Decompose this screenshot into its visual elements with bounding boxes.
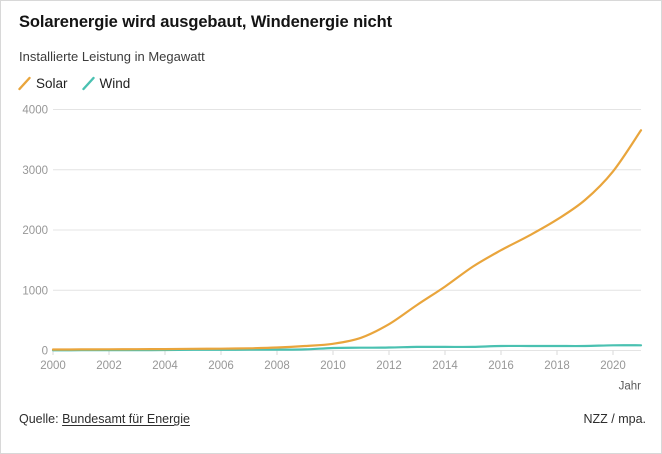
y-tick-label: 3000 bbox=[22, 165, 48, 177]
y-tick-label: 1000 bbox=[22, 285, 48, 297]
source-note: Quelle: Bundesamt für Energie bbox=[19, 412, 190, 426]
x-tick-label: 2020 bbox=[600, 360, 626, 372]
legend-item-solar: Solar bbox=[18, 76, 68, 91]
x-tick-label: 2010 bbox=[320, 360, 346, 372]
x-axis-label: Jahr bbox=[619, 381, 642, 393]
x-tick-label: 2004 bbox=[152, 360, 178, 372]
series-line-solar bbox=[51, 129, 643, 351]
line-chart: 0 1000 2000 3000 4000 2000 2002 2004 2006 2008 201… bbox=[22, 105, 643, 393]
chart-subtitle: Installierte Leistung in Megawatt bbox=[19, 49, 205, 64]
x-tick-label: 2002 bbox=[96, 360, 122, 372]
x-tick-label: 2006 bbox=[208, 360, 234, 372]
x-tick-label: 2000 bbox=[40, 360, 66, 372]
legend: Solar Wind bbox=[18, 76, 130, 91]
chart-title: Solarenergie wird ausgebaut, Windenergie… bbox=[19, 13, 392, 31]
x-tick-label: 2018 bbox=[544, 360, 570, 372]
x-tick-label: 2008 bbox=[264, 360, 290, 372]
legend-item-wind: Wind bbox=[81, 76, 131, 91]
x-tick-label: 2016 bbox=[488, 360, 514, 372]
solar-line-swatch-icon bbox=[18, 76, 31, 91]
y-tick-label: 2000 bbox=[22, 225, 48, 237]
legend-label-solar: Solar bbox=[36, 76, 68, 91]
source-link[interactable]: Bundesamt für Energie bbox=[62, 412, 190, 426]
y-tick-label: 4000 bbox=[22, 105, 48, 117]
y-tick-label: 0 bbox=[42, 346, 48, 358]
legend-label-wind: Wind bbox=[99, 76, 131, 91]
source-prefix: Quelle: bbox=[19, 412, 59, 426]
credit: NZZ / mpa. bbox=[583, 412, 646, 426]
x-tick-label: 2014 bbox=[432, 360, 458, 372]
wind-line-swatch-icon bbox=[81, 76, 95, 91]
x-tick-label: 2012 bbox=[376, 360, 402, 372]
